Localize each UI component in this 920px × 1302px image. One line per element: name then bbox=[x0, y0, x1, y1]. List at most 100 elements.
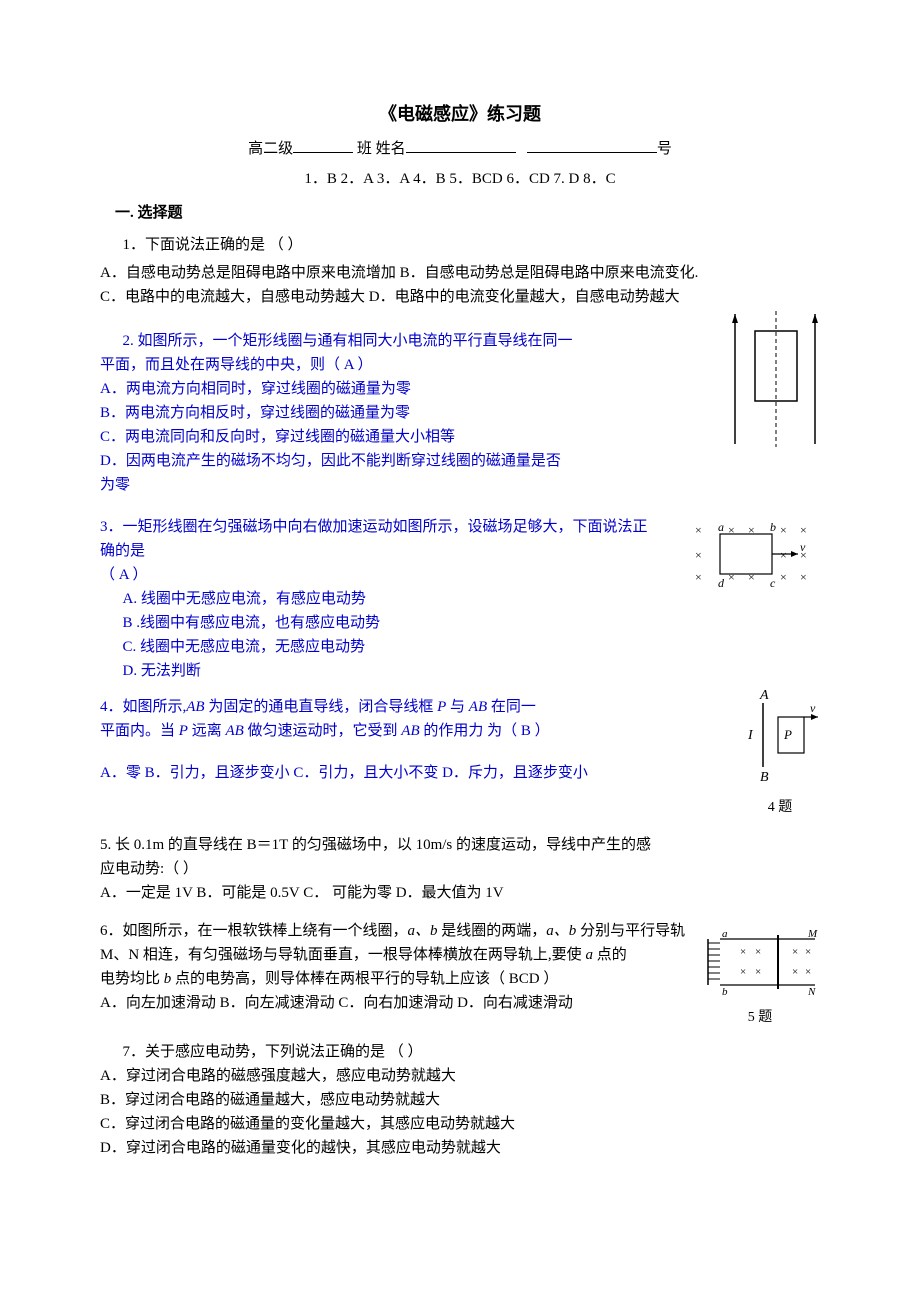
q1-stem: 1．下面说法正确的是 （ ） bbox=[100, 233, 820, 257]
q4-ab1: AB bbox=[186, 699, 204, 715]
svg-text:×: × bbox=[792, 966, 798, 978]
svg-text:a: a bbox=[722, 928, 728, 940]
fig6-svg: a b M N × × × × × × × × bbox=[700, 927, 820, 997]
q4-s2d: 的作用力 为（ B ） bbox=[420, 723, 550, 739]
question-2: 2. 如图所示，一个矩形线圈与通有相同大小电流的平行直导线在同一 平面，而且处在… bbox=[100, 329, 820, 497]
q4-s2b: 远离 bbox=[188, 723, 226, 739]
q5-stem2: 应电动势:（ ） bbox=[100, 857, 820, 881]
q5-opts: A．一定是 1V B．可能是 0.5V C． 可能为零 D．最大值为 1V bbox=[100, 881, 820, 905]
q3-opt-b: B .线圈中有感应电流，也有感应电动势 bbox=[100, 611, 820, 635]
q2-stem-1: 2. 如图所示，一个矩形线圈与通有相同大小电流的平行直导线在同一 bbox=[100, 329, 820, 353]
q4-s1d: 在同一 bbox=[487, 699, 536, 715]
svg-text:×: × bbox=[800, 523, 807, 537]
svg-text:×: × bbox=[740, 946, 746, 958]
q3-opt-c: C. 线圈中无感应电流，无感应电动势 bbox=[100, 635, 820, 659]
fig2-svg bbox=[720, 309, 820, 449]
fig4-caption: 4 题 bbox=[740, 797, 820, 819]
q4-p1: P bbox=[437, 699, 446, 715]
svg-text:×: × bbox=[805, 946, 811, 958]
svg-text:B: B bbox=[760, 770, 769, 785]
svg-text:×: × bbox=[728, 523, 735, 537]
answer-key: 1．B 2．A 3．A 4．B 5．BCD 6．CD 7. D 8．C bbox=[100, 167, 820, 191]
svg-text:b: b bbox=[770, 520, 776, 534]
svg-text:×: × bbox=[780, 523, 787, 537]
svg-text:×: × bbox=[748, 523, 755, 537]
fig4-svg: A B I P v bbox=[740, 687, 820, 787]
q6-s1a: 6．如图所示，在一根软铁棒上绕有一个线圈， bbox=[100, 923, 408, 939]
svg-text:×: × bbox=[792, 946, 798, 958]
svg-text:×: × bbox=[780, 548, 787, 562]
q6-s2b: 点的 bbox=[593, 947, 627, 963]
q2-opt-b: B．两电流方向相反时，穿过线圈的磁通量为零 bbox=[100, 401, 820, 425]
q4-ab3: AB bbox=[225, 723, 243, 739]
svg-text:M: M bbox=[807, 928, 818, 940]
q6-s1b: 是线圈的两端， bbox=[438, 923, 547, 939]
q7-opt-b: B．穿过闭合电路的磁通量越大，感应电动势就越大 bbox=[100, 1088, 820, 1112]
figure-6: a b M N × × × × × × × × 5 题 bbox=[700, 927, 820, 1029]
q2-opt-a: A．两电流方向相同时，穿过线圈的磁通量为零 bbox=[100, 377, 820, 401]
q6-s3a: 电势均比 bbox=[100, 971, 164, 987]
grade-label: 高二级 bbox=[248, 141, 293, 157]
svg-text:a: a bbox=[718, 520, 724, 534]
question-1: 1．下面说法正确的是 （ ） bbox=[100, 233, 820, 257]
question-5: 5. 长 0.1m 的直导线在 B＝1T 的匀强磁场中，以 10m/s 的速度运… bbox=[100, 833, 820, 905]
q4-s1a: 4．如图所示, bbox=[100, 699, 186, 715]
svg-text:×: × bbox=[695, 570, 702, 584]
svg-text:×: × bbox=[755, 946, 761, 958]
q4-s2a: 平面内。当 bbox=[100, 723, 179, 739]
q3-opt-d: D. 无法判断 bbox=[100, 659, 820, 683]
q4-opts: A．零 B．引力，且逐步变小 C．引力，且大小不变 D．斥力，且逐步变小 bbox=[100, 761, 820, 785]
q2-opt-d2: 为零 bbox=[100, 473, 820, 497]
q2-opt-c: C．两电流同向和反向时，穿过线圈的磁通量大小相等 bbox=[100, 425, 820, 449]
number-label: 号 bbox=[657, 141, 672, 157]
q7-stem: 7．关于感应电动势，下列说法正确的是 （ ） bbox=[100, 1040, 820, 1064]
q4-s2c: 做匀速运动时，它受到 bbox=[244, 723, 402, 739]
section-1-header: 一. 选择题 bbox=[100, 201, 820, 225]
figure-3: ×a××b× ××× ×d××c×× × v bbox=[670, 519, 820, 607]
q6-ab2: a、b bbox=[546, 923, 576, 939]
q2-opt-d: D．因两电流产生的磁场不均匀，因此不能判断穿过线圈的磁通量是否 bbox=[100, 449, 820, 473]
question-4: 4．如图所示,AB 为固定的通电直导线，闭合导线框 P 与 AB 在同一 平面内… bbox=[100, 695, 820, 785]
svg-text:×: × bbox=[748, 570, 755, 584]
svg-text:×: × bbox=[740, 966, 746, 978]
svg-text:N: N bbox=[807, 986, 816, 997]
svg-text:P: P bbox=[783, 727, 792, 742]
figure-4: A B I P v 4 题 bbox=[740, 687, 820, 819]
fig6-caption: 5 题 bbox=[700, 1007, 820, 1029]
q4-s1b: 为固定的通电直导线，闭合导线框 bbox=[205, 699, 438, 715]
q6-s1c: 分别与平行导轨 bbox=[576, 923, 685, 939]
q6-s3b: 点的电势高，则导体棒在两根平行的导轨上应该（ BCD ） bbox=[171, 971, 558, 987]
svg-text:×: × bbox=[800, 570, 807, 584]
svg-text:c: c bbox=[770, 576, 776, 590]
svg-text:×: × bbox=[780, 570, 787, 584]
student-info-line: 高二级 班 姓名 号 bbox=[100, 137, 820, 161]
svg-text:A: A bbox=[759, 688, 769, 703]
q1-opt-ab: A．自感电动势总是阻碍电路中原来电流增加 B．自感电动势总是阻碍电路中原来电流变… bbox=[100, 261, 820, 285]
question-7: 7．关于感应电动势，下列说法正确的是 （ ） A．穿过闭合电路的磁感强度越大，感… bbox=[100, 1040, 820, 1160]
svg-text:×: × bbox=[755, 966, 761, 978]
q4-ab2: AB bbox=[469, 699, 487, 715]
class-name-label: 班 姓名 bbox=[357, 141, 406, 157]
fig3-svg: ×a××b× ××× ×d××c×× × v bbox=[670, 519, 820, 599]
q4-p2: P bbox=[179, 723, 188, 739]
q5-stem1: 5. 长 0.1m 的直导线在 B＝1T 的匀强磁场中，以 10m/s 的速度运… bbox=[100, 833, 820, 857]
q2-stem-2: 平面，而且处在两导线的中央，则（ A ） bbox=[100, 353, 820, 377]
svg-text:b: b bbox=[722, 986, 728, 997]
q4-s1c: 与 bbox=[446, 699, 469, 715]
svg-text:×: × bbox=[695, 523, 702, 537]
q4-ab4: AB bbox=[401, 723, 419, 739]
q1-opt-cd: C．电路中的电流越大，自感电动势越大 D．电路中的电流变化量越大，自感电动势越大 bbox=[100, 285, 820, 309]
number-blank bbox=[527, 137, 657, 153]
name-blank bbox=[406, 137, 516, 153]
svg-text:I: I bbox=[747, 728, 754, 743]
class-blank bbox=[293, 137, 353, 153]
svg-text:×: × bbox=[695, 548, 702, 562]
svg-text:×: × bbox=[805, 966, 811, 978]
q6-s2a: M、N 相连，有匀强磁场与导轨面垂直，一根导体棒横放在两导轨上,要使 bbox=[100, 947, 585, 963]
svg-text:d: d bbox=[718, 576, 725, 590]
q7-opt-d: D．穿过闭合电路的磁通量变化的越快，其感应电动势就越大 bbox=[100, 1136, 820, 1160]
q6-ab1: a、b bbox=[408, 923, 438, 939]
svg-text:×: × bbox=[728, 570, 735, 584]
q6-a-it: a bbox=[585, 947, 593, 963]
svg-text:v: v bbox=[800, 540, 806, 554]
